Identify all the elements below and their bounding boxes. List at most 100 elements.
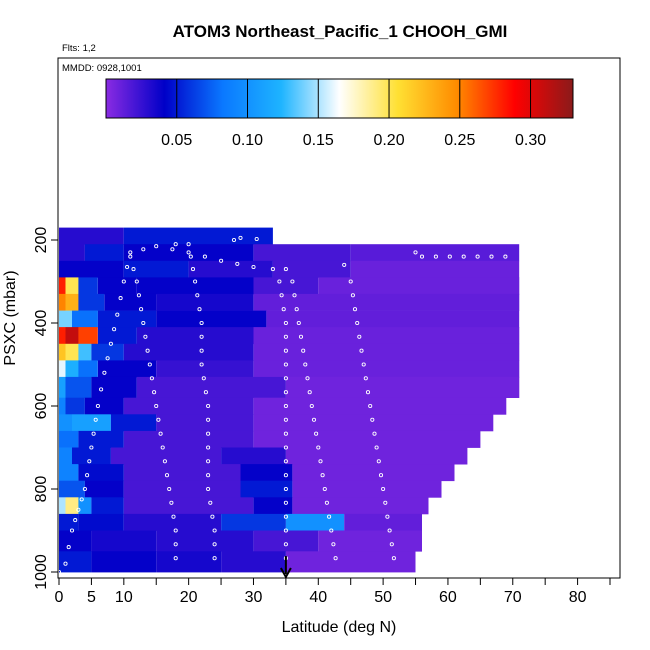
x-tick-label: 0	[55, 589, 64, 606]
track-point	[186, 242, 191, 247]
track-point	[108, 341, 113, 346]
track-point	[283, 514, 288, 519]
flight-tracks	[56, 235, 508, 575]
colorbar-tick-label: 0.20	[373, 132, 404, 149]
heatmap-cell	[156, 414, 254, 432]
heatmap-cell	[266, 310, 520, 328]
track-point	[199, 362, 204, 367]
track-point	[169, 500, 174, 505]
heatmap-cell	[253, 343, 520, 361]
heatmap-cell	[156, 293, 254, 311]
heatmap-cell	[97, 327, 137, 345]
x-tick-label: 5	[87, 589, 96, 606]
heatmap-cell	[65, 277, 79, 295]
heatmap-cell	[292, 480, 442, 498]
track-point	[283, 334, 288, 339]
heatmap-cell	[91, 551, 157, 573]
track-point	[170, 247, 175, 252]
y-axis-label: PSXC (mbar)	[2, 270, 19, 365]
track-point	[171, 514, 176, 519]
track-point	[136, 293, 141, 298]
track-point	[368, 403, 373, 409]
track-point	[202, 254, 207, 259]
heatmap-cell	[59, 293, 66, 311]
colorbar-tick-label: 0.05	[161, 132, 192, 149]
track-point	[389, 542, 394, 547]
track-point	[102, 370, 107, 375]
heatmap-cell	[78, 343, 92, 361]
heatmap-cell	[350, 260, 520, 278]
heatmap-cell	[123, 260, 189, 278]
colorbar: 0.05 0.10 0.15 0.20 0.25 0.30	[105, 78, 574, 149]
track-point	[79, 497, 84, 502]
heatmap-cell	[59, 430, 79, 448]
track-point	[76, 507, 81, 512]
heatmap-cell	[292, 464, 455, 482]
y-tick-label: 800	[33, 476, 50, 503]
heatmap-cell	[84, 480, 124, 498]
heatmap-cell	[136, 376, 286, 398]
track-point	[167, 486, 172, 492]
track-point	[283, 417, 288, 422]
heatmap-cell	[59, 227, 124, 245]
track-point	[305, 376, 310, 381]
track-point	[149, 376, 154, 381]
track-point	[69, 528, 75, 533]
track-point	[331, 542, 336, 547]
heatmap-cell	[72, 447, 111, 465]
heatmap-cell	[78, 360, 98, 378]
track-point	[219, 258, 224, 263]
track-point	[283, 348, 288, 353]
heatmap-cell	[110, 414, 157, 432]
track-point	[203, 390, 208, 395]
track-point	[63, 561, 68, 566]
track-point	[118, 296, 123, 301]
heatmap-cell	[91, 343, 124, 361]
heatmap-cell	[65, 497, 79, 515]
y-tick-label: 200	[33, 227, 50, 254]
track-point	[324, 500, 329, 505]
track-point	[433, 254, 438, 259]
track-point	[115, 312, 120, 317]
heatmap-cell	[123, 343, 254, 361]
track-point	[141, 247, 146, 252]
track-point	[128, 254, 133, 259]
track-point	[190, 267, 196, 272]
heatmap-layer	[59, 227, 520, 573]
heatmap-cell	[97, 277, 137, 295]
colorbar-tick-label: 0.25	[444, 132, 475, 149]
x-axis: 0 5 10 20 30 40 50 60 70 80	[55, 578, 611, 606]
track-point	[93, 417, 98, 422]
track-point	[143, 334, 148, 339]
plot-frame	[57, 57, 621, 579]
track-point	[283, 542, 288, 547]
track-point	[145, 348, 150, 353]
track-point	[173, 542, 178, 547]
track-point	[391, 556, 396, 561]
heatmap-cell	[78, 293, 105, 311]
track-point	[99, 387, 104, 392]
track-point	[152, 390, 157, 395]
heatmap-cell	[59, 244, 85, 262]
track-point	[311, 417, 317, 422]
heatmap-cell	[123, 227, 273, 245]
track-point	[254, 236, 259, 242]
track-point	[301, 348, 306, 353]
heatmap-cell	[59, 327, 66, 345]
track-point	[154, 244, 159, 249]
track-point	[381, 486, 386, 492]
x-tick-label: 80	[569, 589, 587, 606]
track-point	[206, 445, 211, 450]
track-point	[105, 356, 110, 361]
track-point	[158, 431, 163, 436]
track-point	[314, 431, 319, 436]
heatmap-cell	[285, 513, 345, 531]
track-point	[363, 376, 368, 381]
heatmap-cell	[65, 376, 92, 398]
heatmap-cell	[78, 513, 124, 531]
heatmap-cell	[65, 293, 79, 311]
track-point	[231, 237, 237, 243]
track-point	[283, 473, 288, 478]
track-point	[199, 320, 204, 326]
track-point	[212, 556, 217, 561]
